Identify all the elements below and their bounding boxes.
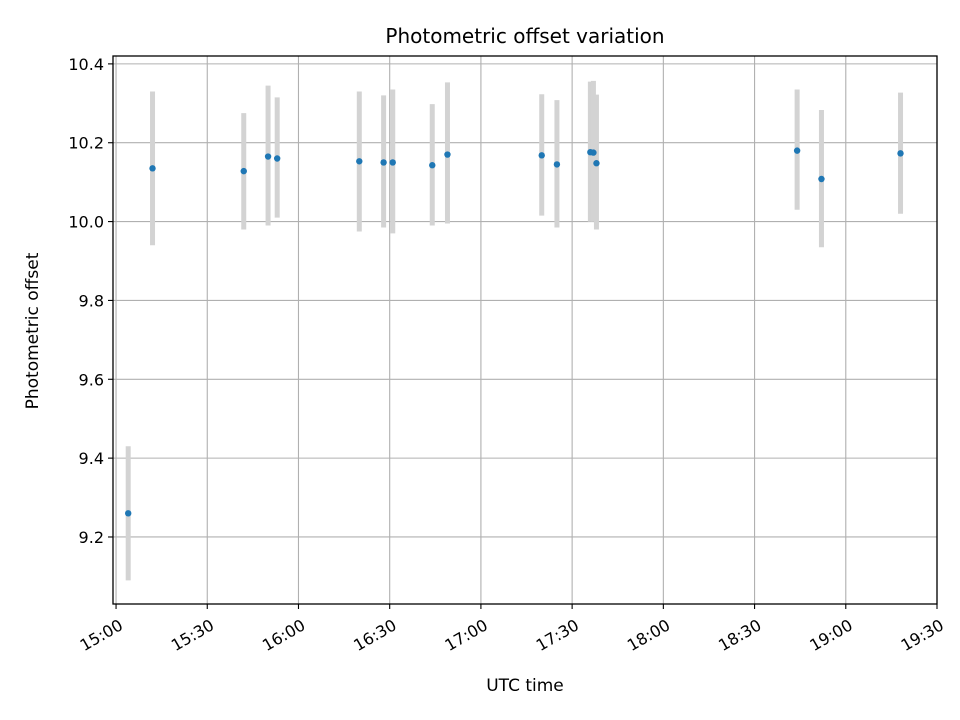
data-point: [240, 167, 247, 175]
y-axis-label: Photometric offset: [23, 252, 43, 409]
data-point: [356, 158, 363, 165]
data-point: [264, 153, 272, 160]
grid: [113, 56, 938, 604]
data-points: [125, 147, 904, 517]
y-tick-label: 9.2: [79, 528, 104, 547]
data-point: [429, 162, 436, 169]
data-point: [818, 175, 825, 183]
data-point: [380, 159, 387, 166]
y-axis-ticks: 9.2 9.4 9.6 9.8 10.0 10.2 10.4: [68, 55, 113, 547]
data-point: [389, 159, 396, 166]
data-point: [897, 150, 904, 157]
data-point: [793, 147, 801, 154]
data-point: [149, 165, 156, 172]
y-tick-label: 10.4: [68, 55, 104, 74]
data-point: [444, 151, 451, 158]
chart-title: Photometric offset variation: [385, 24, 664, 48]
y-tick-label: 9.8: [79, 291, 104, 310]
y-tick-label: 9.4: [79, 449, 104, 468]
y-tick-label: 10.0: [68, 213, 104, 232]
data-point: [553, 161, 561, 168]
data-point: [590, 149, 597, 156]
data-point: [125, 510, 132, 517]
plot-frame: [112, 55, 938, 605]
y-tick-label: 10.2: [68, 134, 104, 153]
data-point: [538, 152, 545, 159]
data-point: [273, 155, 281, 162]
x-axis-label: UTC time: [486, 676, 564, 696]
data-point: [593, 160, 600, 167]
y-tick-label: 9.6: [79, 370, 104, 389]
